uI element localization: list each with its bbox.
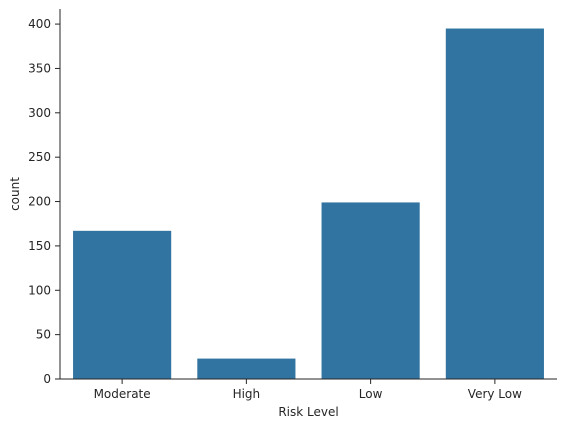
- bar-moderate: [73, 230, 172, 379]
- bar-low: [321, 202, 420, 379]
- y-tick-label: 150: [28, 239, 51, 253]
- x-axis-label: Risk Level: [278, 405, 338, 419]
- y-tick-label: 400: [28, 17, 51, 31]
- y-tick-label: 350: [28, 61, 51, 75]
- y-tick-label: 200: [28, 195, 51, 209]
- y-ticks-group: 0 50 100 150 200 250 300 350 400: [28, 17, 60, 386]
- bars-group: [73, 28, 544, 379]
- y-tick-label: 0: [43, 372, 51, 386]
- y-tick-label: 100: [28, 283, 51, 297]
- y-tick-label: 50: [36, 328, 51, 342]
- bar-very-low: [445, 28, 544, 379]
- bar-high: [197, 358, 296, 379]
- y-axis-label: count: [8, 177, 22, 211]
- y-tick-label: 300: [28, 106, 51, 120]
- x-ticks-group: Moderate High Low Very Low: [94, 379, 522, 401]
- x-tick-label: Very Low: [468, 387, 522, 401]
- y-tick-label: 250: [28, 150, 51, 164]
- x-tick-label: Low: [359, 387, 383, 401]
- x-tick-label: Moderate: [94, 387, 151, 401]
- x-tick-label: High: [233, 387, 261, 401]
